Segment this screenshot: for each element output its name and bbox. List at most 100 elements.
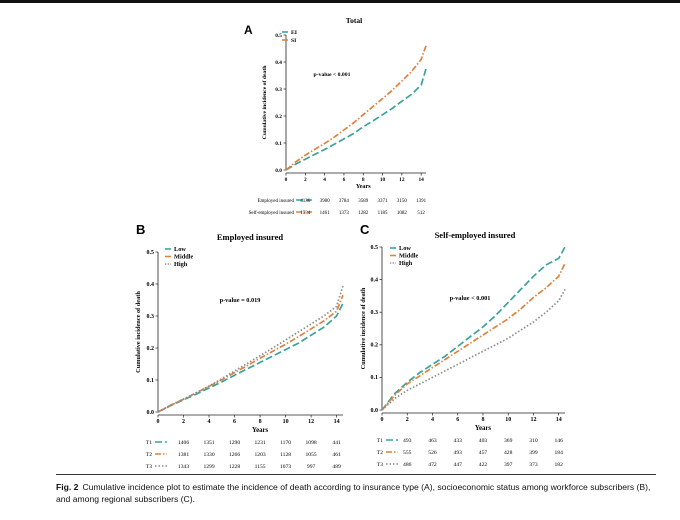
- legend-label: Middle: [174, 254, 193, 261]
- risk-table-cell: 310: [529, 438, 538, 444]
- x-tick-label: 2: [304, 177, 307, 183]
- x-tick-label: 4: [323, 177, 326, 183]
- panel-b-employed-insured: B Employed insured 0.0 0.1 0.2 0.3 0.4 0.5 0 2 4 6 8…: [130, 222, 360, 472]
- caption-label: Fig. 2: [56, 482, 79, 492]
- risk-table-cell: 1299: [203, 464, 214, 470]
- p-value-annotation: p-value = 0.019: [220, 297, 261, 304]
- risk-table-cell: 441: [332, 440, 341, 446]
- y-axis-label: Cumulative incidence of death: [135, 291, 142, 373]
- risk-table-cell: 3980: [320, 199, 331, 204]
- y-tick-label: 0.5: [147, 250, 155, 256]
- x-axis-label: Years: [356, 183, 371, 190]
- y-tick-label: 0.2: [275, 114, 282, 120]
- risk-table-cell: 997: [307, 464, 316, 470]
- legend-label: High: [399, 260, 413, 267]
- series-line-middle: [381, 262, 566, 411]
- x-tick-label: 2: [182, 419, 185, 425]
- x-tick-label: 6: [233, 419, 236, 425]
- legend-label: Low: [174, 246, 186, 253]
- chart-title: Total: [346, 16, 362, 25]
- risk-table-row-label: Employed insured: [257, 199, 294, 204]
- risk-table-cell: 184: [554, 450, 563, 456]
- y-tick-label: 0.3: [147, 314, 155, 320]
- x-tick-label: 4: [431, 417, 434, 423]
- y-tick-label: 0.1: [147, 378, 155, 384]
- series-line-high: [157, 285, 344, 413]
- risk-table-cell: 493: [403, 438, 412, 444]
- x-tick-label: 14: [418, 177, 424, 183]
- risk-table-cell: 3589: [358, 199, 369, 204]
- y-tick-label: 0.3: [371, 310, 379, 316]
- risk-table-row-label: T2: [146, 452, 152, 458]
- x-tick-label: 12: [399, 177, 405, 183]
- panel-letter: C: [360, 222, 370, 237]
- p-value-annotation: p-value < 0.001: [314, 72, 351, 78]
- risk-table-cell: 486: [403, 462, 412, 468]
- y-tick-label: 0.2: [147, 346, 155, 352]
- risk-table-cell: 403: [479, 438, 488, 444]
- series-line-low: [157, 302, 344, 413]
- top-rule: [0, 0, 680, 3]
- chart-employed-insured-svg: B Employed insured 0.0 0.1 0.2 0.3 0.4 0.5 0 2 4 6 8…: [135, 222, 344, 470]
- risk-table-cell: 447: [454, 462, 463, 468]
- risk-table-cell: 1461: [320, 211, 331, 216]
- risk-table-cell: 526: [428, 450, 437, 456]
- y-tick-label: 0.1: [275, 141, 282, 147]
- risk-table-cell: 1082: [397, 211, 408, 216]
- risk-table-row-label: T3: [377, 462, 383, 468]
- y-tick-label: 0.4: [371, 277, 379, 283]
- risk-table-cell: 463: [428, 438, 437, 444]
- risk-table-cell: 422: [479, 462, 488, 468]
- panel-c-self-employed-insured: C Self-employed insured 0.0 0.1 0.2 0.3 0.4 0.5…: [360, 222, 590, 472]
- risk-table-cell: 146: [554, 438, 563, 444]
- y-axis-label: Cumulative incidence of death: [262, 65, 268, 140]
- risk-table-cell: 1073: [280, 464, 291, 470]
- caption-divider: [56, 474, 656, 475]
- x-tick-label: 8: [259, 419, 262, 425]
- chart-self-employed-insured-svg: C Self-employed insured 0.0 0.1 0.2 0.3 0.4 0.5…: [360, 222, 566, 468]
- chart-title: Employed insured: [217, 232, 283, 242]
- risk-table-cell: 1406: [178, 440, 189, 446]
- x-tick-label: 0: [157, 419, 160, 425]
- x-tick-label: 14: [556, 417, 562, 423]
- x-tick-label: 12: [530, 417, 536, 423]
- risk-table-cell: 1155: [255, 464, 266, 470]
- risk-table-row-label: T1: [377, 438, 383, 444]
- x-axis-label: Years: [475, 425, 492, 432]
- legend-label: EI: [291, 30, 298, 36]
- x-tick-label: 14: [334, 419, 340, 425]
- chart-title: Self-employed insured: [435, 230, 516, 240]
- risk-table-cell: 3371: [378, 199, 389, 204]
- risk-table-cell: 457: [479, 450, 488, 456]
- y-tick-label: 0.3: [275, 87, 282, 93]
- y-tick-label: 0.4: [147, 282, 155, 288]
- series-line-ei: [285, 68, 427, 171]
- legend-label: SI: [291, 38, 297, 44]
- risk-table-cell: 1055: [306, 452, 317, 458]
- risk-table-cell: 182: [554, 462, 563, 468]
- risk-table-cell: 1231: [254, 440, 265, 446]
- risk-table-cell: 1381: [178, 452, 189, 458]
- y-axis-label: Cumulative incidence of death: [360, 287, 367, 369]
- figure-caption: Fig. 2 Cumulative incidence plot to estim…: [56, 481, 656, 505]
- series-line-high: [381, 288, 566, 411]
- y-tick-label: 0.0: [371, 408, 379, 414]
- risk-table-cell: 1534: [300, 211, 311, 216]
- panel-a-total: A Total 0.0 0.1 0.2 0.3 0.4 0.5 0 2 4 6 8 10 12 14 Years…: [224, 10, 454, 220]
- risk-table-cell: 1343: [178, 464, 189, 470]
- x-axis-label: Years: [252, 427, 269, 434]
- x-tick-label: 6: [343, 177, 346, 183]
- y-tick-label: 0.0: [147, 410, 155, 416]
- series-line-si: [285, 45, 427, 171]
- risk-table-cell: 1373: [339, 211, 350, 216]
- risk-table-cell: 493: [454, 450, 463, 456]
- risk-table-cell: 399: [529, 450, 538, 456]
- x-tick-label: 2: [406, 417, 409, 423]
- y-tick-label: 0.5: [275, 33, 282, 39]
- y-tick-label: 0.0: [275, 168, 282, 174]
- risk-table-cell: 3784: [339, 199, 350, 204]
- risk-table-cell: 1290: [229, 440, 240, 446]
- risk-table-cell: 1203: [254, 452, 265, 458]
- p-value-annotation: p-value < 0.001: [450, 295, 491, 302]
- risk-table-cell: 512: [417, 211, 425, 216]
